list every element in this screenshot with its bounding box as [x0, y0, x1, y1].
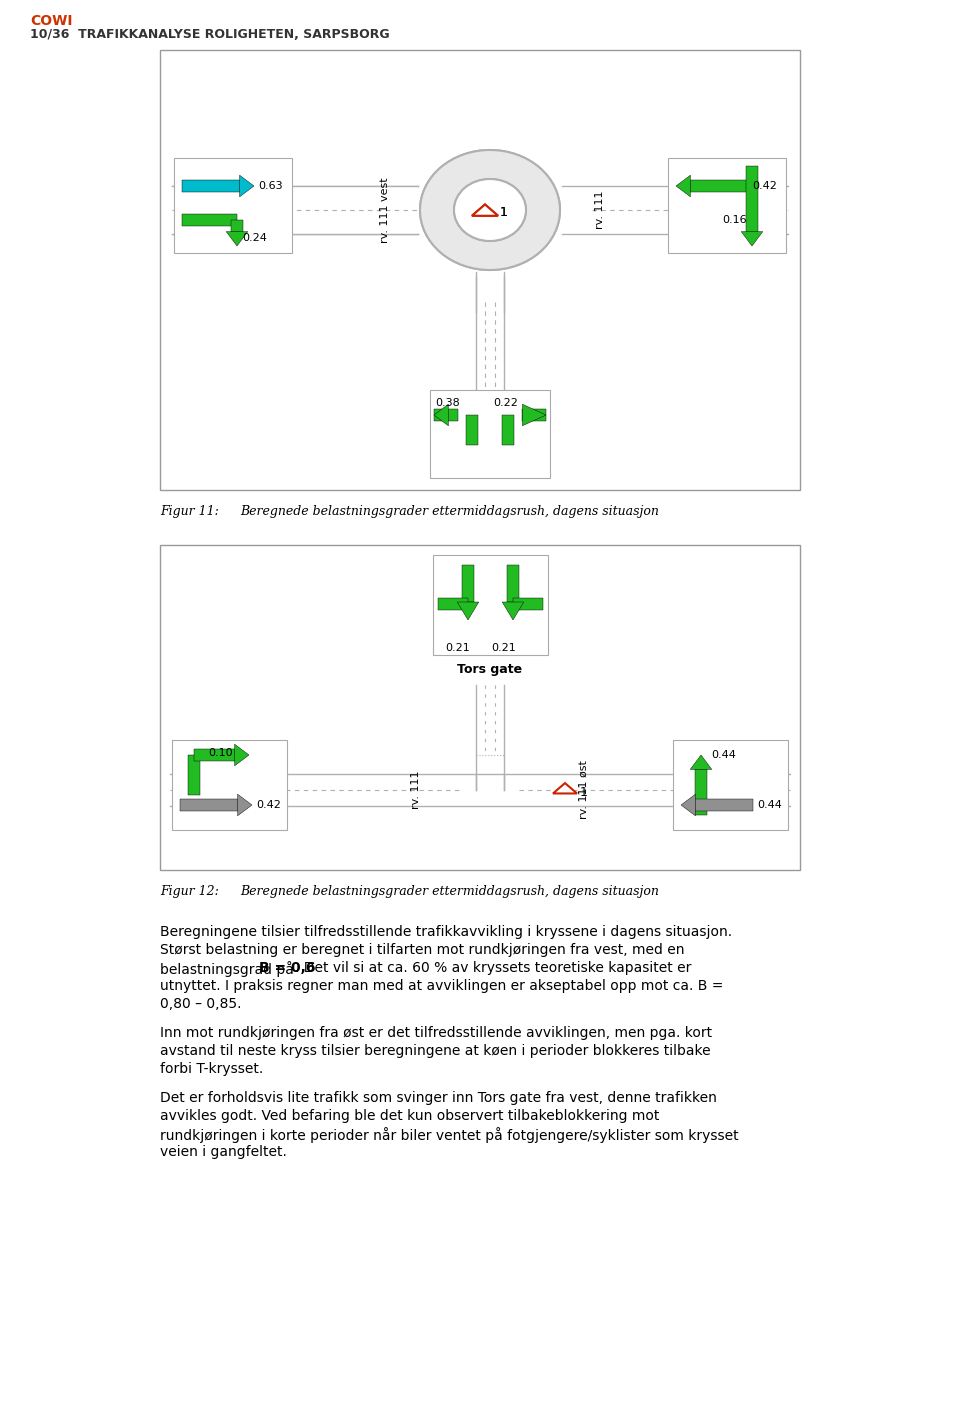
Text: 0.22: 0.22 [493, 398, 517, 408]
Text: 1: 1 [500, 206, 508, 218]
Text: Størst belastning er beregnet i tilfarten mot rundkjøringen fra vest, med en: Størst belastning er beregnet i tilfarte… [160, 943, 684, 957]
Bar [182, 214, 237, 227]
Bar [438, 598, 468, 611]
Text: Figur 11:: Figur 11: [160, 505, 219, 518]
Polygon shape [741, 231, 763, 246]
Bar [170, 774, 790, 805]
Polygon shape [234, 745, 249, 766]
Text: 0.21: 0.21 [445, 643, 469, 653]
Text: Beregningene tilsier tilfredsstillende trafikkavvikling i kryssene i dagens situ: Beregningene tilsier tilfredsstillende t… [160, 925, 732, 939]
Ellipse shape [446, 252, 534, 322]
Text: 0.16: 0.16 [722, 215, 747, 225]
Text: . Det vil si at ca. 60 % av kryssets teoretiske kapasitet er: . Det vil si at ca. 60 % av kryssets teo… [296, 962, 691, 974]
Bar [690, 180, 748, 191]
Ellipse shape [454, 179, 526, 241]
Bar [695, 769, 707, 815]
Bar [513, 598, 543, 611]
Text: Det er forholdsvis lite trafikk som svinger inn Tors gate fra vest, denne trafik: Det er forholdsvis lite trafikk som svin… [160, 1091, 717, 1105]
Text: 10/36  TRAFIKKANALYSE ROLIGHETEN, SARPSBORG: 10/36 TRAFIKKANALYSE ROLIGHETEN, SARPSBO… [30, 28, 390, 41]
Bar [746, 166, 758, 231]
Bar [462, 565, 474, 603]
Polygon shape [472, 204, 498, 215]
Ellipse shape [454, 179, 526, 241]
Bar [231, 220, 243, 231]
Text: 0.63: 0.63 [258, 182, 282, 191]
Ellipse shape [420, 151, 560, 270]
Polygon shape [502, 603, 524, 620]
Text: rv. 111 øst: rv. 111 øst [579, 760, 589, 819]
Polygon shape [434, 404, 448, 425]
Text: B = 0,6: B = 0,6 [259, 962, 315, 974]
Bar [522, 408, 546, 421]
Text: Tors gate: Tors gate [457, 663, 522, 676]
Bar [160, 545, 800, 870]
Text: rv. 111 vest: rv. 111 vest [380, 177, 390, 242]
Polygon shape [240, 175, 254, 197]
Bar [182, 180, 240, 191]
Polygon shape [676, 175, 690, 197]
Text: 0,80 – 0,85.: 0,80 – 0,85. [160, 997, 242, 1011]
Text: Inn mot rundkjøringen fra øst er det tilfredsstillende avviklingen, men pga. kor: Inn mot rundkjøringen fra øst er det til… [160, 1026, 712, 1039]
Text: avvikles godt. Ved befaring ble det kun observert tilbakeblokkering mot: avvikles godt. Ved befaring ble det kun … [160, 1108, 660, 1122]
Text: Beregnede belastningsgrader ettermiddagsrush, dagens situasjon: Beregnede belastningsgrader ettermiddags… [240, 505, 659, 518]
Bar [180, 798, 238, 811]
Text: 0.44: 0.44 [711, 750, 736, 760]
Bar [466, 415, 478, 445]
Bar [673, 741, 788, 829]
Polygon shape [472, 204, 498, 215]
Text: utnyttet. I praksis regner man med at avviklingen er akseptabel opp mot ca. B =: utnyttet. I praksis regner man med at av… [160, 979, 724, 993]
Polygon shape [238, 794, 252, 815]
Bar [562, 186, 788, 234]
Bar [668, 158, 786, 253]
Bar [695, 798, 753, 811]
Text: fv. 118: fv. 118 [468, 413, 512, 425]
Text: COWI: COWI [30, 14, 73, 28]
Text: 1: 1 [500, 206, 508, 218]
Text: 0.21: 0.21 [491, 643, 516, 653]
Text: Beregnede belastningsgrader ettermiddagsrush, dagens situasjon: Beregnede belastningsgrader ettermiddags… [240, 886, 659, 898]
Bar [160, 51, 800, 490]
Text: forbi T-krysset.: forbi T-krysset. [160, 1062, 263, 1076]
Polygon shape [553, 783, 577, 794]
Bar [434, 408, 458, 421]
Polygon shape [457, 603, 479, 620]
Bar [188, 755, 200, 796]
Text: Figur 12:: Figur 12: [160, 886, 219, 898]
Text: 0.44: 0.44 [757, 800, 781, 810]
Text: veien i gangfeltet.: veien i gangfeltet. [160, 1145, 287, 1159]
Text: rv. 111: rv. 111 [411, 770, 421, 810]
Bar [172, 741, 287, 829]
Text: rv. 111: rv. 111 [595, 190, 605, 230]
Bar [172, 186, 418, 234]
Text: 0.42: 0.42 [752, 182, 777, 191]
Polygon shape [690, 755, 711, 769]
Polygon shape [227, 231, 248, 246]
Polygon shape [522, 404, 546, 425]
Bar [194, 749, 234, 760]
Text: 0.10: 0.10 [208, 748, 232, 758]
Bar [507, 565, 519, 603]
Text: belastningsgrad på: belastningsgrad på [160, 962, 299, 977]
Text: 0.42: 0.42 [256, 800, 281, 810]
Text: 0.38: 0.38 [435, 398, 460, 408]
Text: avstand til neste kryss tilsier beregningene at køen i perioder blokkeres tilbak: avstand til neste kryss tilsier beregnin… [160, 1043, 710, 1057]
Bar [433, 555, 548, 655]
Text: rundkjøringen i korte perioder når biler ventet på fotgjengere/syklister som kry: rundkjøringen i korte perioder når biler… [160, 1126, 738, 1142]
Text: 0.24: 0.24 [242, 232, 267, 244]
Bar [502, 415, 514, 445]
Polygon shape [681, 794, 695, 815]
Bar [174, 158, 292, 253]
Text: 1: 1 [580, 786, 588, 798]
Ellipse shape [420, 151, 560, 270]
Bar [430, 390, 550, 477]
